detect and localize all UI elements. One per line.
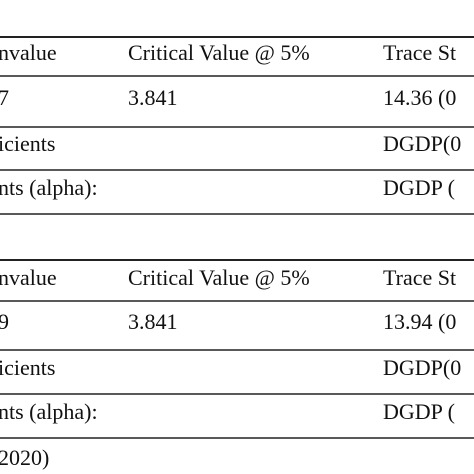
table-cell: DGDP(0: [383, 355, 461, 380]
table-cell: 3.841: [128, 85, 178, 110]
table-cell: DGDP (: [383, 399, 455, 424]
table-cell: nts (alpha):: [0, 175, 98, 200]
table-cell: icients: [0, 355, 55, 380]
header-cell: nvalue: [0, 265, 57, 290]
table-cell: 3.841: [128, 309, 178, 334]
header-cell: Trace St: [383, 40, 456, 65]
table-cell: icients: [0, 131, 55, 156]
table-cell: 13.94 (0: [383, 309, 456, 334]
table-cell: nts (alpha):: [0, 399, 98, 424]
source-note: 2020): [0, 445, 49, 470]
table-cell: DGDP(0: [383, 131, 461, 156]
table-cell: 9: [0, 309, 9, 334]
header-cell: Critical Value @ 5%: [128, 40, 310, 65]
table-cell: 14.36 (0: [383, 85, 456, 110]
header-cell: nvalue: [0, 40, 57, 65]
header-cell: Critical Value @ 5%: [128, 265, 310, 290]
table-cell: 7: [0, 85, 9, 110]
header-cell: Trace St: [383, 265, 456, 290]
table-cell: DGDP (: [383, 175, 455, 200]
